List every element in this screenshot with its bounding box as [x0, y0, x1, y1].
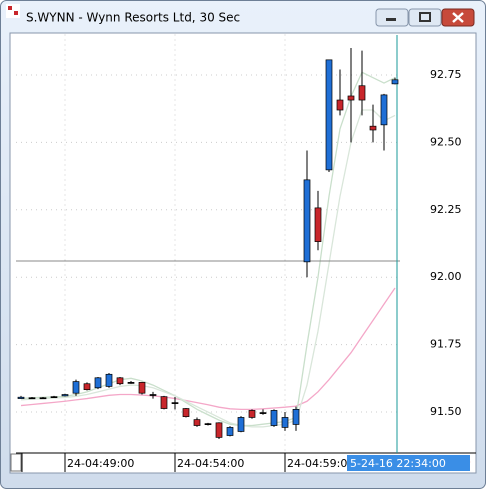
candle-body — [281, 417, 289, 428]
candle-body — [182, 408, 190, 417]
candle-body — [149, 394, 157, 396]
y-tick-label: 92.50 — [430, 135, 462, 148]
candle-body — [94, 377, 102, 389]
candle-body — [50, 396, 58, 399]
moving-average-line — [20, 287, 396, 411]
candle-body — [105, 373, 113, 387]
candle-body — [39, 397, 47, 400]
candle-body — [314, 207, 322, 242]
candle-body — [28, 397, 36, 400]
candle-body — [369, 125, 377, 131]
candle-body — [127, 382, 135, 384]
close-icon — [452, 12, 464, 23]
candle-body — [160, 396, 168, 409]
y-tick-label: 91.75 — [430, 338, 462, 351]
candle-body — [138, 382, 146, 394]
y-tick-label: 92.25 — [430, 203, 462, 216]
moving-average-line — [20, 71, 396, 427]
candle-body — [83, 383, 91, 391]
app-icon-part — [14, 11, 18, 15]
scroll-box[interactable] — [10, 453, 22, 472]
candle-body — [226, 427, 234, 436]
candle-body — [171, 402, 179, 404]
candle-body — [237, 417, 245, 432]
candle-body — [259, 412, 267, 414]
x-tick-label: 24-04:59:00 — [287, 457, 354, 470]
candle-body — [270, 410, 278, 426]
candle-body — [391, 79, 399, 85]
candle-body — [347, 95, 355, 101]
candle-body — [193, 419, 201, 426]
candle-body — [380, 94, 388, 126]
y-tick-label: 92.00 — [430, 270, 462, 283]
y-tick-label: 91.50 — [430, 405, 462, 418]
minimize-icon — [386, 18, 396, 21]
candle-body — [292, 409, 300, 425]
candle-body — [336, 99, 344, 111]
candle-body — [116, 377, 124, 385]
x-tick-label: 24-04:49:00 — [67, 457, 134, 470]
cursor-time-label: 5-24-16 22:34:00 — [350, 457, 446, 470]
candle-body — [17, 396, 25, 399]
candle-body — [325, 59, 333, 171]
y-tick-label: 92.75 — [430, 68, 462, 81]
candle-body — [248, 410, 256, 418]
plot: 91.50 91.75 92.00 92.25 92.50 92.75 24-04:49:0… — [16, 34, 470, 472]
chart-area — [9, 32, 477, 474]
window-title: S.WYNN - Wynn Resorts Ltd, 30 Sec — [26, 11, 240, 25]
app-icon-part — [8, 6, 12, 10]
candle-body — [303, 179, 311, 263]
candle-body — [358, 85, 366, 101]
candle-body — [72, 381, 80, 394]
x-tick-label: 24-04:54:00 — [177, 457, 244, 470]
minimize-button[interactable] — [375, 8, 409, 27]
maximize-button[interactable] — [408, 8, 442, 27]
candle-body — [61, 394, 69, 397]
moving-average-line — [20, 109, 396, 428]
candle-body — [215, 422, 223, 438]
maximize-icon — [419, 12, 431, 22]
cursor-time-box — [347, 455, 470, 471]
candle-body — [204, 423, 212, 425]
